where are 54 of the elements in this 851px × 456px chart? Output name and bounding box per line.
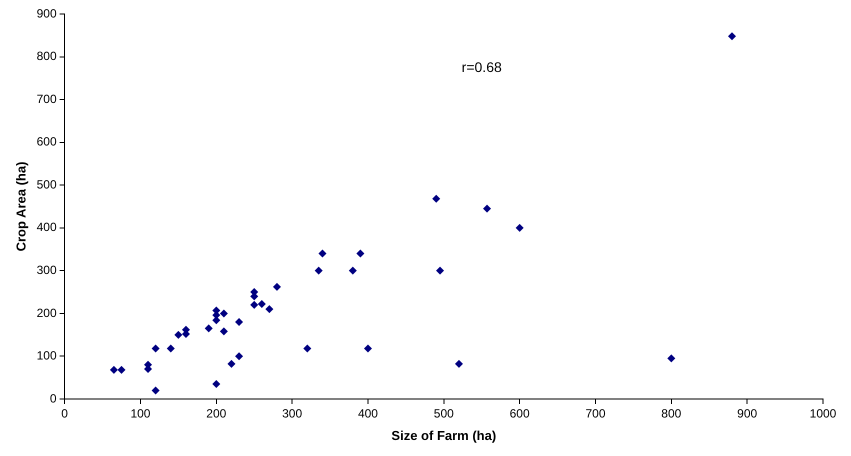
x-tick-label: 100 bbox=[130, 406, 151, 421]
y-axis-title: Crop Area (ha) bbox=[13, 162, 28, 252]
x-tick-label: 800 bbox=[661, 406, 682, 421]
point bbox=[265, 305, 274, 314]
x-axis-title: Size of Farm (ha) bbox=[391, 428, 496, 443]
x-tick-label: 1000 bbox=[810, 406, 837, 421]
point bbox=[314, 266, 323, 275]
x-tick-label: 500 bbox=[434, 406, 454, 421]
point bbox=[220, 309, 228, 318]
y-tick-label: 500 bbox=[36, 177, 57, 192]
point bbox=[174, 330, 182, 339]
y-tick-label: 800 bbox=[36, 49, 57, 64]
x-tick-label: 0 bbox=[61, 406, 68, 421]
point bbox=[436, 266, 444, 275]
y-tick-label: 700 bbox=[36, 92, 57, 106]
y-tick-label: 600 bbox=[36, 134, 57, 149]
point bbox=[235, 352, 244, 360]
point bbox=[667, 354, 676, 362]
y-tick-label: 300 bbox=[36, 262, 57, 277]
point bbox=[152, 386, 160, 394]
y-tick-label: 400 bbox=[36, 220, 57, 234]
x-tick-label: 300 bbox=[282, 406, 302, 421]
point bbox=[728, 32, 736, 40]
y-tick-label: 200 bbox=[36, 306, 57, 320]
point bbox=[303, 344, 312, 353]
point bbox=[152, 344, 160, 353]
point bbox=[227, 360, 236, 368]
x-tick-label: 900 bbox=[737, 406, 758, 421]
point bbox=[318, 250, 326, 258]
point bbox=[220, 327, 228, 336]
x-tick-label: 200 bbox=[206, 406, 227, 421]
point bbox=[364, 344, 372, 353]
point bbox=[235, 318, 244, 326]
point bbox=[356, 250, 364, 258]
point bbox=[483, 204, 492, 213]
point bbox=[272, 282, 281, 291]
point bbox=[258, 300, 266, 308]
annotation: r=0.68 bbox=[462, 58, 502, 75]
point bbox=[454, 360, 463, 368]
y-tick-label: 900 bbox=[36, 6, 57, 20]
point bbox=[432, 194, 440, 203]
point bbox=[118, 366, 126, 374]
point bbox=[212, 380, 220, 388]
y-tick-label: 100 bbox=[36, 348, 57, 363]
point bbox=[250, 300, 258, 309]
point bbox=[166, 344, 175, 353]
point bbox=[348, 266, 357, 275]
x-tick-label: 700 bbox=[585, 406, 606, 421]
point bbox=[110, 366, 118, 374]
point bbox=[204, 324, 213, 332]
x-tick-label: 400 bbox=[358, 406, 378, 421]
x-tick-label: 600 bbox=[510, 406, 530, 421]
y-tick-label: 0 bbox=[50, 391, 57, 406]
point bbox=[516, 224, 524, 232]
